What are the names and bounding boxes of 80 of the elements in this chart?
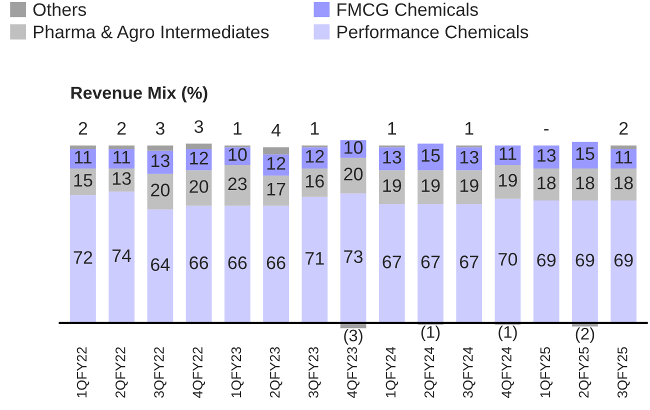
data-label: (1) [421, 326, 440, 342]
legend-label: Pharma & Agro Intermediates [34, 25, 269, 42]
data-label: 15 [576, 147, 594, 160]
data-label: 16 [306, 174, 324, 188]
data-label: 66 [228, 256, 247, 270]
data-label: 20 [151, 184, 170, 196]
data-label: 23 [228, 177, 247, 190]
x-tick-label: 2QFY24 [424, 346, 437, 398]
data-label: 19 [383, 179, 402, 192]
data-label: 11 [74, 151, 92, 164]
x-tick-label: 3QFY24 [463, 346, 476, 398]
data-label: 2 [619, 122, 628, 135]
data-label: 69 [614, 254, 633, 267]
x-tick-label: 4QFY23 [347, 347, 360, 398]
data-label: 10 [228, 148, 247, 161]
x-tick-label: 2QFY25 [578, 347, 592, 398]
x-tick-label: 1QFY23 [231, 347, 244, 398]
data-label: 13 [152, 154, 170, 168]
x-tick-label: 4QFY22 [192, 347, 206, 398]
data-label: 20 [190, 180, 208, 193]
data-label: 20 [344, 168, 363, 180]
data-label: 19 [460, 179, 478, 192]
data-label: 15 [422, 149, 440, 162]
data-label: 18 [538, 176, 556, 190]
data-label: 74 [112, 250, 132, 262]
data-label: 1 [311, 122, 319, 135]
data-label: 66 [190, 256, 208, 270]
data-label: 19 [422, 179, 440, 192]
data-label: 18 [576, 176, 594, 190]
data-label: (1) [498, 326, 517, 342]
data-label: - [544, 129, 549, 131]
chart-title: Revenue Mix (%) [71, 86, 208, 102]
data-label: 72 [74, 251, 92, 264]
x-tick-label: 3QFY23 [308, 347, 321, 398]
legend-label: FMCG Chemicals [338, 2, 478, 16]
data-label: 64 [151, 258, 170, 271]
data-label: 11 [114, 151, 130, 164]
data-label: 13 [460, 150, 478, 164]
data-label: 1 [465, 122, 474, 135]
data-label: (2) [576, 327, 594, 343]
data-label: 1 [388, 122, 396, 135]
data-label: 11 [500, 147, 516, 160]
data-label: 11 [616, 151, 632, 164]
x-tick-label: 4QFY24 [502, 346, 514, 398]
data-label: 1 [234, 122, 242, 135]
data-label: 10 [344, 141, 363, 154]
data-label: 3 [194, 120, 204, 133]
data-label: 17 [267, 182, 286, 196]
data-label: 13 [538, 149, 556, 162]
data-label: 18 [614, 176, 633, 190]
x-tick-label: 3QFY25 [617, 347, 630, 398]
data-label: 12 [190, 152, 208, 164]
data-label: 69 [537, 254, 556, 267]
data-label: 69 [576, 254, 594, 267]
data-label: 13 [112, 172, 131, 185]
data-label: 73 [344, 250, 363, 264]
data-label: 3 [156, 122, 164, 135]
data-label: 4 [271, 124, 281, 136]
legend-label: Others [33, 2, 86, 16]
data-label: 19 [499, 174, 517, 187]
data-label: 67 [460, 256, 478, 268]
data-label: 66 [266, 256, 286, 270]
legend-label: Performance Chemicals [338, 25, 528, 38]
x-tick-label: 3QFY22 [154, 347, 166, 398]
data-label: 12 [306, 150, 324, 163]
x-tick-label: 1QFY25 [540, 347, 553, 398]
data-label: 15 [74, 174, 92, 187]
x-tick-label: 1QFY22 [76, 347, 90, 398]
data-label: 67 [382, 256, 402, 268]
data-label: 2 [78, 122, 88, 135]
data-label: 67 [421, 256, 440, 268]
data-label: 2 [117, 122, 126, 135]
data-label: 71 [306, 252, 324, 265]
x-tick-label: 2QFY23 [270, 347, 282, 398]
x-tick-label: 2QFY22 [115, 347, 128, 398]
x-tick-label: 1QFY24 [386, 346, 398, 398]
data-label: 12 [267, 157, 286, 170]
data-label: 13 [383, 150, 402, 164]
data-label: 70 [498, 252, 518, 266]
data-label: (3) [344, 329, 362, 345]
